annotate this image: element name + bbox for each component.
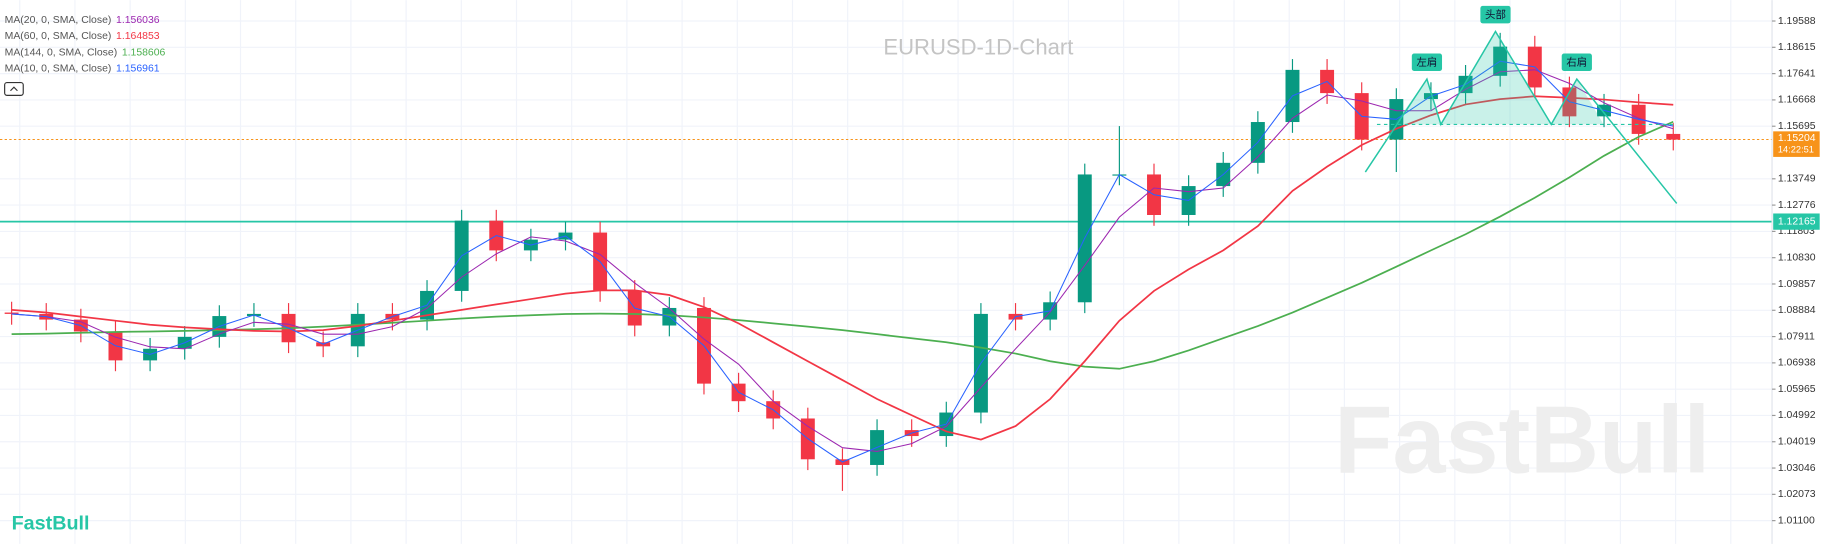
y-tick-label: 1.04992 xyxy=(1778,410,1816,421)
pattern-line xyxy=(1364,29,1678,204)
pattern-fill xyxy=(1394,31,1604,125)
price-label: 1.15204 xyxy=(1778,133,1816,144)
y-tick-label: 1.05965 xyxy=(1778,384,1816,395)
y-tick-label: 1.10830 xyxy=(1778,252,1816,263)
support-label-box xyxy=(1773,213,1820,230)
annotation-box xyxy=(1561,53,1592,71)
y-tick-label: 1.18615 xyxy=(1778,42,1816,53)
legend-name: MA(60, 0, SMA, Close) xyxy=(5,31,112,42)
legend-value: 1.156961 xyxy=(116,63,160,74)
annotation-box xyxy=(1480,5,1511,24)
y-tick-label: 1.07911 xyxy=(1778,331,1815,342)
y-tick-label: 1.11803 xyxy=(1778,226,1815,237)
legend-name: MA(10, 0, SMA, Close) xyxy=(5,63,112,74)
grid xyxy=(0,0,1773,544)
ma-line xyxy=(11,60,1674,463)
y-tick-label: 1.03046 xyxy=(1778,463,1816,474)
countdown-label: 14:22:51 xyxy=(1778,144,1814,154)
watermark: FastBull xyxy=(1334,388,1710,494)
y-tick-label: 1.01100 xyxy=(1778,515,1815,526)
chart-title: EURUSD-1D-Chart xyxy=(883,35,1073,60)
legend-entry: MA(10, 0, SMA, Close) 1.156961 xyxy=(5,63,160,74)
y-tick-label: 1.06938 xyxy=(1778,358,1816,369)
annotation: 头部 xyxy=(1485,8,1506,21)
candle-body xyxy=(1666,133,1681,140)
ma-line xyxy=(11,69,1674,452)
y-tick-label: 1.15695 xyxy=(1778,121,1816,132)
y-tick-label: 1.17641 xyxy=(1778,68,1816,79)
y-tick-label: 1.19588 xyxy=(1778,16,1816,27)
collapse-icon xyxy=(10,86,18,92)
legend-value: 1.158606 xyxy=(122,47,166,58)
y-tick-label: 1.08884 xyxy=(1778,305,1816,316)
y-tick-label: 1.12776 xyxy=(1778,200,1816,211)
y-tick-label: 1.13749 xyxy=(1778,174,1816,185)
candle-body xyxy=(4,312,19,314)
legend-value: 1.164853 xyxy=(116,31,160,42)
y-tick-label: 1.04019 xyxy=(1778,437,1816,448)
y-tick-label: 1.09857 xyxy=(1778,279,1816,290)
collapse-button[interactable] xyxy=(4,82,24,96)
price-label-box xyxy=(1773,131,1820,157)
annotation: 右肩 xyxy=(1566,56,1587,69)
logo: FastBull xyxy=(12,512,90,534)
legend-entry: MA(60, 0, SMA, Close) 1.164853 xyxy=(5,31,160,42)
y-tick-label: 1.02073 xyxy=(1778,489,1816,500)
y-axis: 1.19588 1.18615 1.17641 1.16668 1.15695 1.137… xyxy=(1772,16,1820,526)
ma-line xyxy=(11,95,1674,441)
plot xyxy=(0,32,1773,491)
legend-value: 1.156036 xyxy=(116,15,160,26)
legend: MA(20, 0, SMA, Close) 1.156036 MA(60, 0, S… xyxy=(5,15,166,75)
support-label: 1.12165 xyxy=(1778,216,1816,227)
y-tick-label: 1.16668 xyxy=(1778,95,1816,106)
legend-name: MA(144, 0, SMA, Close) xyxy=(5,47,118,58)
annotation-box xyxy=(1411,53,1443,71)
annotation: 左肩 xyxy=(1416,56,1437,69)
legend-name: MA(20, 0, SMA, Close) xyxy=(5,15,112,26)
legend-entry: MA(20, 0, SMA, Close) 1.156036 xyxy=(5,15,160,26)
legend-entry: MA(144, 0, SMA, Close) 1.158606 xyxy=(5,47,166,58)
